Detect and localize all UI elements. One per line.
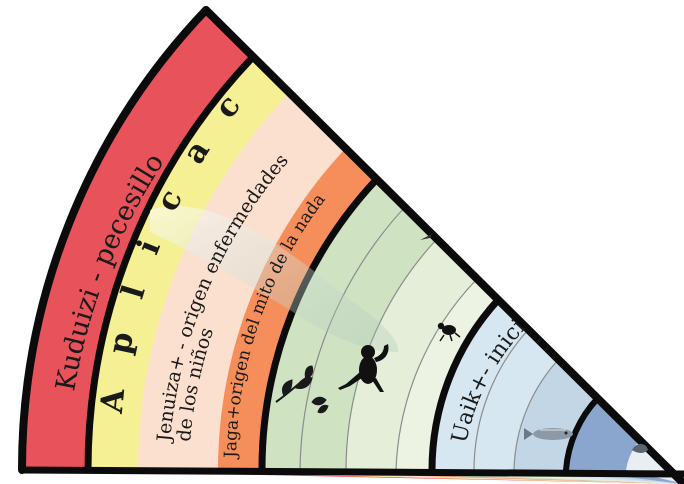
fish-overlay-shape: [150, 206, 399, 352]
plant-icon: [275, 365, 329, 414]
center-icon: [632, 444, 648, 453]
insect-icon: [437, 322, 461, 342]
bird-icon: [420, 234, 432, 240]
fish-icon: [524, 428, 573, 440]
thick-borders: [17, 6, 684, 484]
monkey-icon: [338, 344, 389, 392]
